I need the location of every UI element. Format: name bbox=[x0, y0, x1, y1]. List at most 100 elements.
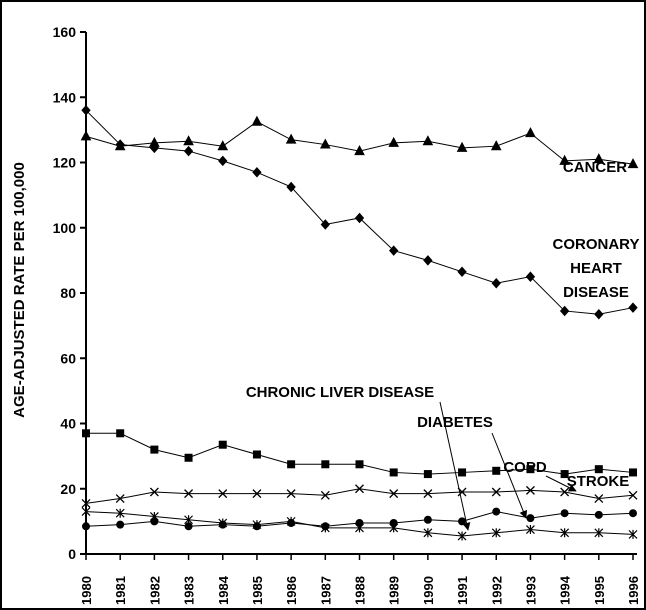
marker bbox=[286, 516, 296, 526]
marker bbox=[559, 154, 570, 165]
marker bbox=[560, 470, 569, 479]
marker bbox=[252, 489, 262, 499]
marker bbox=[594, 510, 603, 519]
series-label: COPD bbox=[503, 459, 547, 476]
x-tick-label: 1984 bbox=[216, 575, 231, 605]
marker bbox=[457, 487, 467, 497]
marker bbox=[81, 105, 91, 116]
marker bbox=[81, 507, 91, 517]
marker bbox=[218, 489, 228, 499]
marker bbox=[321, 460, 330, 469]
series-label: CANCER bbox=[562, 159, 628, 176]
marker bbox=[593, 153, 605, 164]
marker bbox=[115, 139, 125, 150]
series-label: DIABETES bbox=[417, 414, 493, 431]
marker bbox=[319, 138, 331, 149]
x-tick-label: 1988 bbox=[353, 576, 368, 605]
marker bbox=[423, 515, 432, 524]
marker bbox=[355, 523, 364, 533]
marker bbox=[629, 468, 637, 477]
x-tick-label: 1983 bbox=[182, 576, 197, 605]
marker bbox=[184, 515, 193, 525]
marker bbox=[491, 277, 501, 289]
marker bbox=[492, 507, 501, 516]
marker bbox=[456, 141, 468, 152]
marker bbox=[560, 528, 570, 538]
x-tick-label: 1985 bbox=[250, 576, 265, 605]
marker bbox=[560, 487, 570, 497]
marker bbox=[183, 135, 194, 146]
marker bbox=[82, 429, 90, 438]
x-tick-label: 1991 bbox=[455, 576, 470, 605]
marker bbox=[526, 525, 535, 535]
marker bbox=[491, 528, 501, 538]
x-tick-label: 1981 bbox=[113, 576, 128, 605]
series-label: STROKE bbox=[566, 473, 630, 490]
marker bbox=[149, 142, 160, 154]
x-tick-label: 1996 bbox=[626, 576, 641, 605]
marker bbox=[423, 470, 432, 479]
marker bbox=[320, 490, 330, 500]
marker bbox=[80, 130, 92, 141]
marker bbox=[560, 509, 569, 518]
marker bbox=[150, 445, 159, 454]
marker bbox=[116, 429, 125, 438]
y-tick-label: 60 bbox=[60, 350, 76, 366]
y-tick-label: 120 bbox=[53, 155, 77, 171]
marker bbox=[252, 450, 261, 459]
y-tick-label: 20 bbox=[60, 481, 76, 497]
y-tick-label: 100 bbox=[53, 220, 77, 236]
marker bbox=[457, 531, 467, 541]
marker bbox=[285, 133, 297, 144]
y-axis-label: AGE-ADJUSTED RATE PER 100,000 bbox=[11, 162, 28, 418]
x-tick-label: 1990 bbox=[421, 576, 436, 605]
marker bbox=[355, 484, 364, 494]
marker bbox=[389, 523, 399, 533]
series-label: CORONARY HEART DISEASE bbox=[552, 236, 640, 301]
x-tick-label: 1992 bbox=[489, 576, 504, 605]
marker bbox=[559, 305, 570, 317]
arrow bbox=[439, 401, 471, 531]
y-tick-label: 0 bbox=[68, 546, 76, 562]
marker bbox=[458, 517, 467, 526]
marker bbox=[628, 302, 638, 313]
marker bbox=[389, 489, 399, 499]
marker bbox=[423, 255, 433, 266]
marker bbox=[594, 528, 604, 538]
marker bbox=[525, 485, 535, 495]
marker bbox=[525, 271, 536, 282]
arrow bbox=[491, 432, 528, 519]
marker bbox=[355, 460, 364, 469]
x-tick-label: 1989 bbox=[387, 576, 402, 605]
x-tick-label: 1986 bbox=[284, 576, 299, 605]
x-tick-label: 1987 bbox=[318, 576, 333, 605]
marker bbox=[389, 245, 399, 256]
series-label: CHRONIC LIVER DISEASE bbox=[245, 384, 435, 401]
marker bbox=[492, 466, 501, 475]
marker bbox=[458, 468, 467, 477]
marker bbox=[320, 523, 330, 533]
x-tick-label: 1980 bbox=[79, 576, 94, 605]
y-tick-label: 80 bbox=[60, 285, 76, 301]
marker bbox=[594, 465, 603, 474]
marker bbox=[422, 135, 434, 146]
marker bbox=[526, 514, 535, 523]
marker bbox=[628, 490, 638, 500]
marker bbox=[628, 529, 638, 539]
x-tick-label: 1994 bbox=[558, 575, 573, 605]
marker bbox=[491, 487, 501, 497]
marker bbox=[388, 136, 400, 147]
y-tick-label: 140 bbox=[53, 89, 77, 105]
marker bbox=[218, 440, 227, 449]
marker bbox=[149, 487, 159, 497]
marker bbox=[218, 155, 228, 167]
marker bbox=[525, 127, 536, 138]
x-tick-label: 1993 bbox=[523, 576, 538, 605]
marker bbox=[184, 453, 193, 462]
marker bbox=[217, 140, 229, 151]
marker bbox=[218, 518, 228, 528]
marker bbox=[490, 140, 502, 151]
marker bbox=[629, 509, 637, 518]
